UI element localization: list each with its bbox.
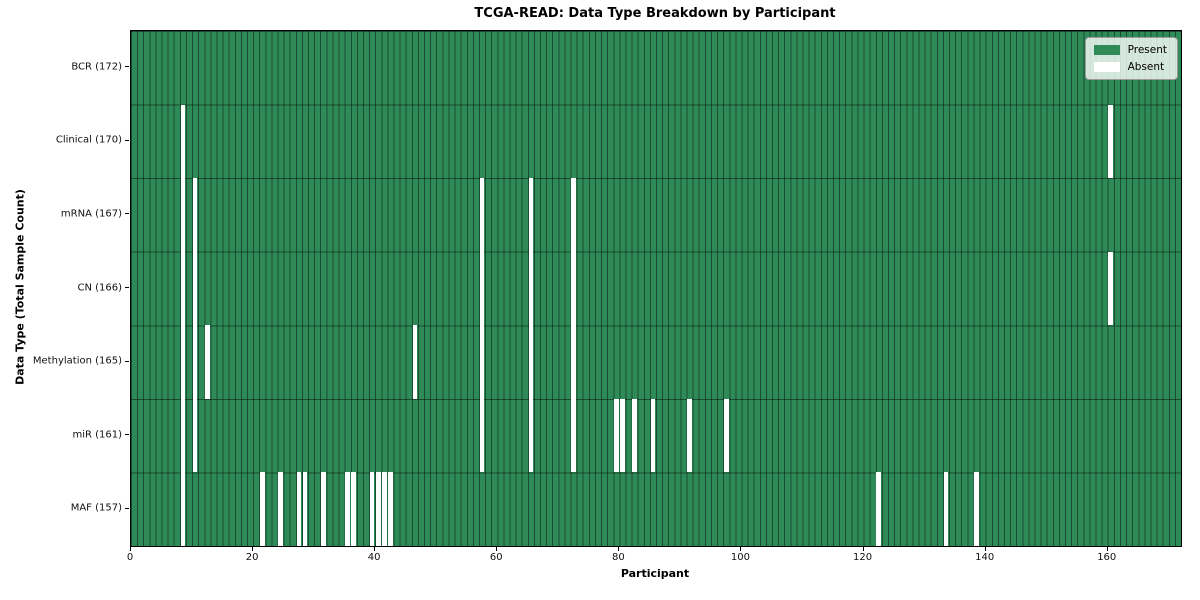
- absent-cell-Clinical-160: [1108, 104, 1114, 179]
- legend: Present Absent: [1084, 37, 1178, 80]
- absent-cell-Methylation-65: [528, 325, 534, 399]
- y-tick-mark: [125, 139, 129, 141]
- y-tick-mark: [125, 360, 129, 362]
- x-tick-mark: [984, 547, 986, 551]
- absent-cell-MAF-31: [320, 472, 326, 546]
- absent-cell-MAF-41: [381, 472, 387, 546]
- absent-cell-Methylation-72: [571, 325, 576, 399]
- y-tick-label-mRNA: mRNA (167): [60, 208, 122, 220]
- absent-cell-Methylation-57: [479, 325, 485, 399]
- absent-cell-MAF-122: [876, 472, 882, 546]
- absent-cell-Methylation-10: [192, 325, 198, 399]
- x-tick-mark: [740, 547, 742, 551]
- absent-cell-CN-8: [180, 251, 186, 326]
- legend-item-present: Present: [1093, 44, 1167, 56]
- legend-label-absent: Absent: [1127, 60, 1165, 73]
- absent-cell-Methylation-8: [180, 325, 186, 399]
- absent-cell-CN-65: [528, 251, 534, 326]
- legend-swatch-absent-icon: [1093, 61, 1120, 72]
- chart-title: TCGA-READ: Data Type Breakdown by Partic…: [474, 6, 836, 21]
- x-tick-label-0: 0: [126, 552, 134, 563]
- absent-cell-mRNA-57: [479, 178, 485, 252]
- x-tick-mark: [130, 547, 131, 551]
- legend-label-present: Present: [1127, 44, 1167, 56]
- y-tick-mark: [125, 434, 129, 436]
- x-axis-label: Participant: [620, 567, 690, 580]
- y-tick-label-miR: miR (161): [72, 429, 122, 441]
- absent-cell-MAF-28: [302, 472, 308, 546]
- x-tick-mark: [252, 547, 254, 551]
- x-tick-mark: [1106, 547, 1108, 551]
- absent-cell-MAF-8: [180, 472, 186, 546]
- legend-item-absent: Absent: [1093, 60, 1167, 73]
- absent-cell-miR-79: [613, 398, 619, 473]
- absent-cell-miR-65: [528, 398, 534, 473]
- x-tick-label-120: 120: [853, 552, 873, 563]
- absent-cell-MAF-40: [375, 472, 381, 546]
- absent-cell-miR-97: [723, 398, 729, 473]
- absent-cell-CN-57: [479, 251, 485, 326]
- absent-cell-mRNA-72: [571, 178, 576, 252]
- y-tick-label-CN: CN (166): [77, 282, 122, 293]
- absent-cell-Methylation-46: [412, 325, 418, 399]
- x-tick-mark: [862, 547, 864, 551]
- y-tick-mark: [125, 66, 129, 68]
- x-tick-mark: [374, 547, 376, 551]
- y-tick-mark: [125, 213, 129, 215]
- y-tick-label-Methylation: Methylation (165): [32, 355, 122, 367]
- absent-cell-miR-85: [650, 398, 656, 473]
- absent-cell-miR-82: [632, 398, 637, 473]
- y-axis-label: Data Type (Total Sample Count): [13, 189, 27, 385]
- absent-cell-MAF-36: [351, 472, 357, 546]
- absent-cell-MAF-21: [259, 472, 265, 546]
- absent-cell-CN-72: [571, 251, 576, 326]
- y-tick-label-BCR: BCR (172): [71, 61, 122, 73]
- y-tick-mark: [125, 287, 129, 288]
- absent-cell-miR-57: [479, 398, 485, 473]
- absent-cell-MAF-133: [943, 472, 949, 546]
- x-tick-label-160: 160: [1097, 552, 1117, 563]
- x-tick-label-80: 80: [611, 552, 625, 563]
- absent-cell-MAF-39: [369, 472, 375, 546]
- x-tick-mark: [496, 547, 498, 551]
- x-tick-mark: [618, 547, 620, 551]
- absent-cell-miR-72: [571, 398, 576, 473]
- absent-cell-MAF-35: [345, 472, 351, 546]
- absent-cell-miR-8: [180, 398, 186, 473]
- x-tick-label-140: 140: [975, 552, 995, 563]
- x-tick-label-60: 60: [489, 552, 503, 563]
- absent-cell-Clinical-8: [180, 104, 186, 179]
- y-tick-label-MAF: MAF (157): [70, 502, 122, 514]
- x-tick-label-40: 40: [367, 552, 381, 563]
- absent-cell-miR-10: [192, 398, 198, 473]
- legend-swatch-present-icon: [1093, 45, 1120, 56]
- absent-cell-mRNA-8: [180, 178, 186, 252]
- absent-cell-MAF-42: [388, 472, 393, 546]
- absent-cell-miR-91: [687, 398, 692, 473]
- absent-cell-mRNA-10: [192, 178, 198, 252]
- absent-cell-MAF-138: [974, 472, 979, 546]
- absent-cell-mRNA-65: [528, 178, 534, 252]
- x-tick-label-20: 20: [245, 552, 259, 563]
- x-tick-label-100: 100: [730, 552, 750, 563]
- plot-area: Present Absent: [130, 30, 1182, 547]
- absent-cell-CN-10: [192, 251, 198, 326]
- y-tick-mark: [125, 507, 129, 509]
- y-tick-label-Clinical: Clinical (170): [55, 134, 122, 146]
- absent-cell-MAF-24: [278, 472, 283, 546]
- absent-cell-MAF-27: [296, 472, 302, 546]
- absent-cell-CN-160: [1108, 251, 1114, 326]
- absent-cell-Methylation-12: [204, 325, 210, 399]
- absent-cell-miR-80: [620, 398, 625, 473]
